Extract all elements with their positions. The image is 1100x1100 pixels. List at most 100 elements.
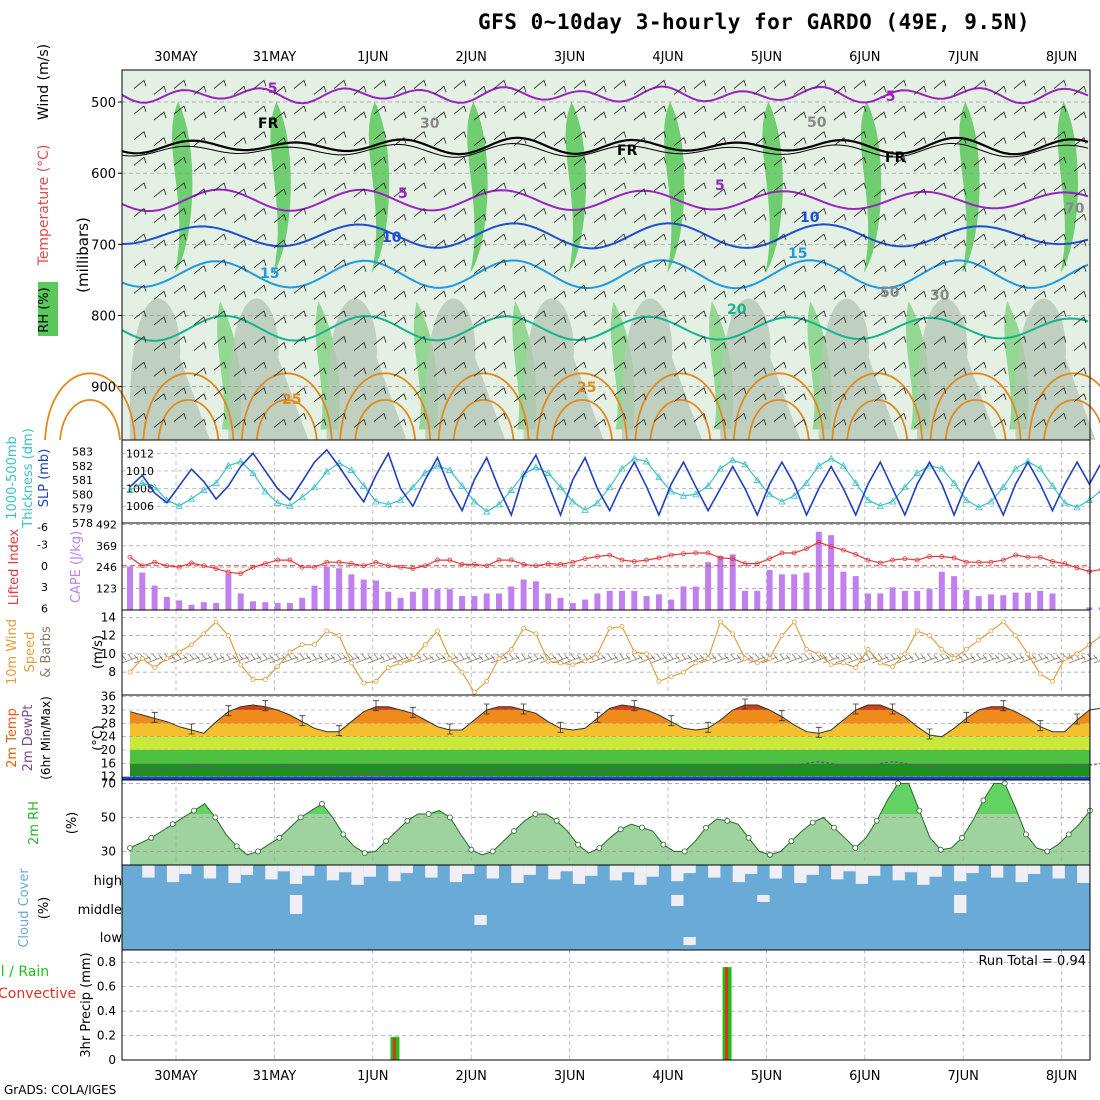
wind-barb (793, 162, 807, 172)
wind-barb (713, 393, 727, 403)
lifted-index-marker (582, 556, 588, 562)
wind-barb (573, 361, 587, 371)
contour-label: 50 (807, 115, 827, 131)
wind-barb (653, 412, 667, 422)
minmax-errorbar (594, 711, 601, 723)
wind-barb (353, 367, 367, 377)
cloud-high-gap (486, 865, 499, 879)
wind-barb (513, 418, 527, 428)
minmax-errorbar (815, 726, 822, 738)
cloud-high-gap (560, 865, 573, 872)
wind-barb (893, 156, 907, 166)
wind-speed-marker (767, 656, 772, 661)
dewpoint-line (130, 761, 1100, 776)
wind-barb (573, 233, 587, 243)
lifted-index-marker (213, 566, 219, 572)
cape-bar (791, 574, 798, 610)
cloud-high-gap (523, 865, 536, 875)
wind-barb (553, 367, 567, 377)
thickness-marker (421, 469, 429, 476)
lifted-index-marker (225, 569, 231, 575)
wind-barb-10m (515, 653, 532, 664)
wind-barb (693, 233, 707, 243)
wind-barb (613, 284, 627, 294)
lifted-index-marker (877, 560, 883, 566)
wind-barb (473, 188, 487, 198)
cloud-high-gap (769, 865, 782, 879)
wind-barb (313, 341, 327, 351)
panel-frame (121, 439, 1091, 524)
cape-bar (988, 594, 994, 610)
wind-barb (893, 361, 907, 371)
wind-barb (853, 79, 867, 89)
cloud-high-gap (892, 865, 905, 881)
wind-barb (753, 85, 767, 95)
wind-barb (153, 418, 167, 428)
thickness-marker (765, 490, 774, 498)
wind-barb (233, 418, 247, 428)
cloud-high-gap (289, 865, 303, 884)
wind-barb (673, 393, 687, 403)
lifted-index-marker (287, 557, 293, 563)
wind-barb (653, 310, 667, 320)
rh-area (130, 783, 1090, 865)
temp-contour-25 (157, 399, 220, 441)
wind-barb (493, 361, 507, 371)
rh-marker (681, 848, 688, 855)
wind-barb (933, 130, 947, 140)
wind-speed-marker (754, 660, 760, 666)
wind-barb (873, 316, 887, 326)
wind-barb-10m (269, 653, 286, 664)
wind-barb (273, 316, 287, 326)
wind-barb-10m (318, 653, 335, 664)
cape-bar (803, 572, 810, 610)
wind-barb (593, 290, 607, 300)
top-date-label: 6JUN (849, 50, 880, 65)
wind-barb (313, 188, 327, 198)
wind-barb (153, 213, 167, 223)
wind-barb (1073, 418, 1087, 428)
thickness-marker (975, 503, 983, 511)
wind-barb (533, 387, 547, 397)
wind-barb (313, 393, 327, 403)
wind-barb (713, 367, 727, 377)
thickness-marker (224, 461, 233, 469)
wind-speed-marker (275, 664, 281, 670)
rh-marker (617, 826, 624, 833)
cape-bar (889, 587, 896, 610)
wind-speed-marker (213, 619, 219, 625)
wind-barb (593, 111, 607, 121)
wind-barb-10m (1031, 653, 1049, 664)
temp-tick-label: 32 (101, 703, 116, 717)
rh-marker (575, 841, 581, 848)
lifted-index-marker (324, 559, 330, 565)
lifted-index-marker (767, 556, 772, 562)
wind-speed-marker (558, 660, 563, 666)
wind-barb (553, 85, 567, 95)
wind-barb (713, 316, 727, 326)
cape-bar (520, 579, 527, 610)
rh-marker (703, 824, 709, 831)
cloud-high-gap (868, 865, 881, 876)
wind-barb-10m (343, 653, 360, 664)
wind-barb (213, 130, 227, 140)
wind-barb (273, 418, 287, 428)
wind-barb (473, 162, 487, 172)
wind-barb (573, 156, 587, 166)
wind-barb (153, 393, 167, 403)
wind-barb (773, 361, 787, 371)
wind-barb (713, 239, 727, 249)
wind-barb (473, 136, 487, 146)
wind-barb (193, 213, 207, 223)
wind-speed-marker (964, 646, 969, 652)
wind-barb (453, 387, 467, 397)
wind-speed-marker (1025, 651, 1031, 657)
cloud-high-gap (265, 865, 278, 880)
wind-barb (173, 259, 187, 269)
contour-label: FR (617, 143, 638, 159)
wind-barb (533, 130, 547, 140)
wind-barb (513, 188, 527, 198)
rh-marker (1001, 780, 1008, 787)
lifted-index-marker (939, 554, 945, 559)
wind-barb-10m (429, 653, 446, 664)
